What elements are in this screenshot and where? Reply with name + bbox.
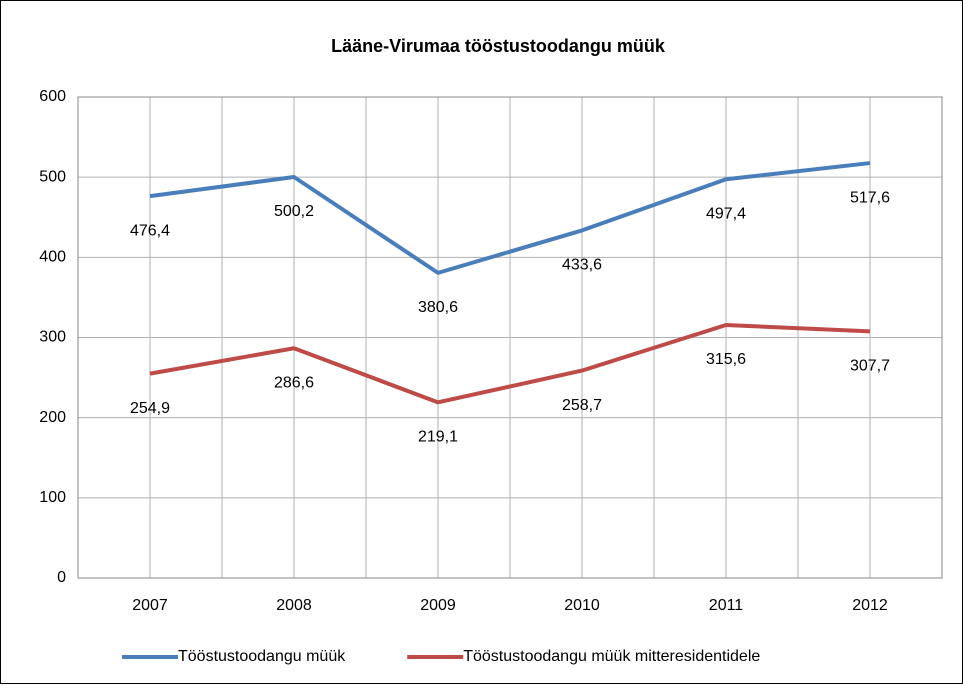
data-label: 307,7 [850,358,890,375]
data-label: 219,1 [418,429,458,446]
x-tick-label: 2007 [132,597,168,614]
x-tick-label: 2012 [852,597,888,614]
y-tick-label: 300 [39,329,66,346]
legend-label: Tööstustoodangu müük [178,648,346,665]
data-label: 315,6 [706,351,746,368]
legend-label: Tööstustoodangu müük mitteresidentidele [463,648,760,665]
plot-area [77,96,943,579]
y-tick-label: 200 [39,409,66,426]
y-tick-label: 500 [39,168,66,185]
data-label: 286,6 [274,374,314,391]
data-label: 497,4 [706,205,746,222]
data-label: 476,4 [130,222,170,239]
series-line [149,161,871,275]
data-label: 517,6 [850,189,890,206]
x-tick-label: 2011 [709,597,744,614]
x-tick-label: 2010 [564,597,600,614]
data-label: 433,6 [562,257,602,274]
y-tick-label: 0 [57,569,66,586]
y-tick-label: 100 [39,489,66,506]
x-tick-label: 2009 [420,597,456,614]
series-line [149,322,871,405]
y-tick-label: 400 [39,249,66,266]
data-label: 254,9 [130,400,170,417]
chart-title: Lääne-Virumaa tööstustoodangu müük [331,36,666,56]
data-label: 380,6 [418,299,458,316]
data-label: 500,2 [274,203,314,220]
x-tick-label: 2008 [276,597,312,614]
data-label: 258,7 [562,397,602,414]
y-tick-label: 600 [39,88,66,105]
